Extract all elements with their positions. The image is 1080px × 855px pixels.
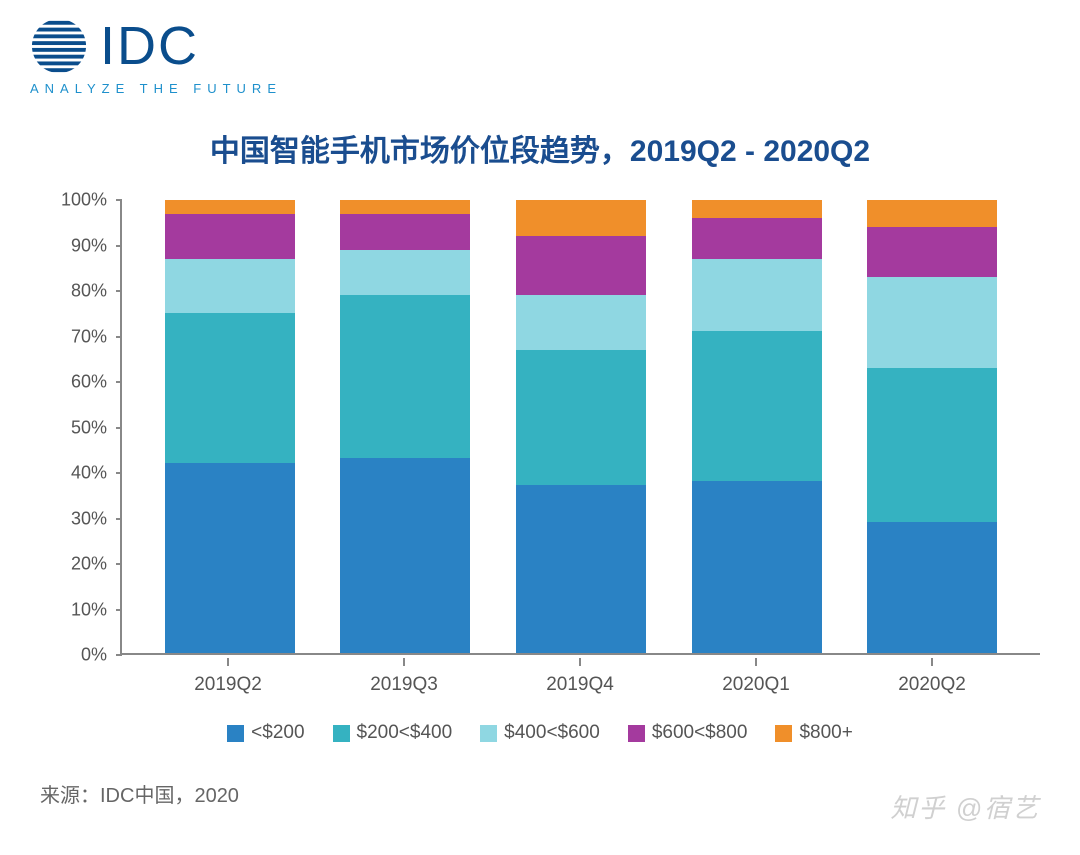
legend-label: <$200 xyxy=(251,722,304,744)
x-tick-mark xyxy=(755,658,757,666)
logo-row: IDC xyxy=(30,15,199,77)
legend-swatch xyxy=(628,725,645,742)
bar-segment xyxy=(867,200,997,227)
bar-segment xyxy=(867,368,997,522)
y-tick-label: 90% xyxy=(71,235,107,256)
bar-segment xyxy=(165,200,295,214)
legend-item: $200<$400 xyxy=(333,722,453,744)
legend-item: $400<$600 xyxy=(480,722,600,744)
bar-segment xyxy=(692,200,822,218)
legend-swatch xyxy=(480,725,497,742)
bar-segment xyxy=(340,250,470,295)
x-tick-label: 2020Q2 xyxy=(867,660,997,700)
legend-item: <$200 xyxy=(227,722,304,744)
x-axis: 2019Q2 2019Q3 2019Q4 2020Q1 2020Q2 xyxy=(120,660,1040,700)
plot-area xyxy=(120,200,1040,655)
legend-label: $200<$400 xyxy=(357,722,453,744)
logo-text: IDC xyxy=(100,15,199,77)
x-tick-label: 2020Q1 xyxy=(691,660,821,700)
bar-segment xyxy=(165,214,295,259)
bar-group xyxy=(692,200,822,653)
y-tick-label: 30% xyxy=(71,508,107,529)
bar-segment xyxy=(867,522,997,653)
legend-swatch xyxy=(775,725,792,742)
x-tick-label: 2019Q4 xyxy=(515,660,645,700)
bar-segment xyxy=(692,481,822,653)
bar-segment xyxy=(692,331,822,480)
bar-group xyxy=(165,200,295,653)
bar-group xyxy=(516,200,646,653)
y-tick-label: 80% xyxy=(71,281,107,302)
y-tick-label: 40% xyxy=(71,463,107,484)
legend-label: $800+ xyxy=(799,722,852,744)
bar-segment xyxy=(516,350,646,486)
legend-item: $600<$800 xyxy=(628,722,748,744)
chart-container: 0%10%20%30%40%50%60%70%80%90%100% 2019Q2… xyxy=(40,200,1040,700)
x-tick-label: 2019Q3 xyxy=(339,660,469,700)
logo-block: IDC ANALYZE THE FUTURE xyxy=(30,15,1050,96)
x-tick-label: 2019Q2 xyxy=(163,660,293,700)
watermark: 知乎 @宿艺 xyxy=(890,788,1040,825)
y-tick-label: 20% xyxy=(71,554,107,575)
chart-title: 中国智能手机市场价位段趋势，2019Q2 - 2020Q2 xyxy=(30,126,1050,170)
y-tick-label: 10% xyxy=(71,599,107,620)
legend-label: $400<$600 xyxy=(504,722,600,744)
x-tick-mark xyxy=(403,658,405,666)
y-axis: 0%10%20%30%40%50%60%70%80%90%100% xyxy=(40,200,115,655)
bar-segment xyxy=(692,259,822,331)
bar-segment xyxy=(165,463,295,653)
legend: <$200 $200<$400 $400<$600 $600<$800 $800+ xyxy=(30,722,1050,744)
x-tick-mark xyxy=(931,658,933,666)
bar-segment xyxy=(516,200,646,236)
y-tick-label: 0% xyxy=(81,645,107,666)
bar-segment xyxy=(340,214,470,250)
bar-segment xyxy=(516,485,646,653)
legend-item: $800+ xyxy=(775,722,852,744)
legend-swatch xyxy=(333,725,350,742)
bar-segment xyxy=(165,259,295,313)
logo-tagline: ANALYZE THE FUTURE xyxy=(30,81,282,96)
bar-segment xyxy=(867,277,997,368)
logo-globe-icon xyxy=(30,17,88,75)
bar-segment xyxy=(340,295,470,458)
bar-segment xyxy=(340,200,470,214)
legend-swatch xyxy=(227,725,244,742)
y-tick-label: 60% xyxy=(71,372,107,393)
y-tick-label: 70% xyxy=(71,326,107,347)
bar-segment xyxy=(340,458,470,653)
bar-segment xyxy=(165,313,295,462)
bar-segment xyxy=(516,236,646,295)
y-tick-label: 50% xyxy=(71,417,107,438)
bar-segment xyxy=(516,295,646,349)
y-tick-label: 100% xyxy=(61,190,107,211)
bar-group xyxy=(340,200,470,653)
bars-area xyxy=(122,200,1040,653)
bar-group xyxy=(867,200,997,653)
bar-segment xyxy=(692,218,822,259)
legend-label: $600<$800 xyxy=(652,722,748,744)
x-tick-mark xyxy=(579,658,581,666)
x-tick-mark xyxy=(227,658,229,666)
bar-segment xyxy=(867,227,997,277)
